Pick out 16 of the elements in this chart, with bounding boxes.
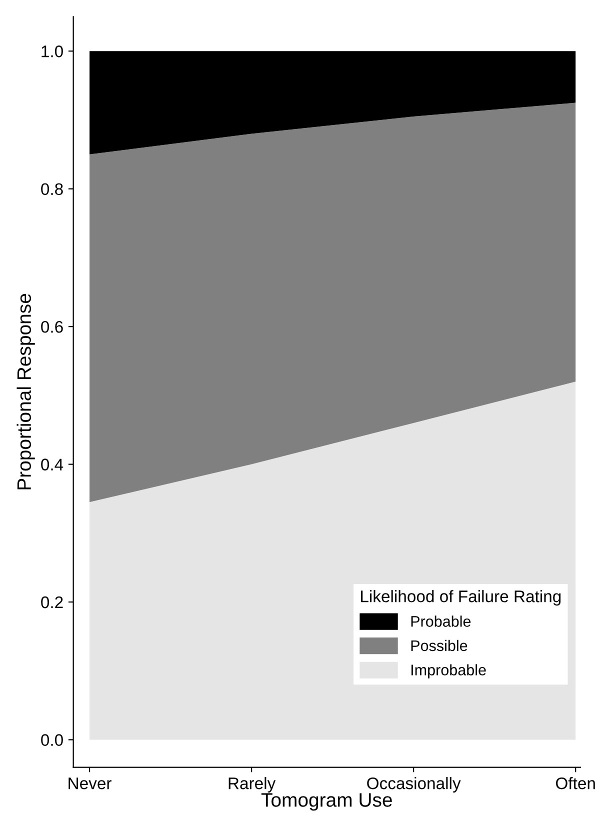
legend-label: Probable [411, 616, 471, 627]
x-tick-label: Often [556, 777, 595, 790]
legend-title: Likelihood of Failure Rating [361, 590, 561, 606]
y-tick-label: 0.2 [41, 596, 63, 608]
y-axis-title: Proportional Response [16, 294, 35, 490]
legend-label: Possible [411, 640, 468, 652]
x-tick-label: Never [68, 778, 112, 790]
x-tick-label: Occasionally [367, 777, 461, 793]
x-axis-title: Tomogram Use [261, 793, 392, 811]
x-tick-label: Rarely [228, 777, 276, 793]
y-tick-label: 0.8 [41, 183, 63, 196]
y-tick-label: 0.6 [41, 320, 63, 333]
y-tick-label: 0.0 [41, 734, 63, 746]
y-tick-label: 0.4 [41, 458, 64, 470]
y-tick-label: 1.0 [42, 46, 63, 58]
legend-label: Improbable [412, 664, 486, 678]
